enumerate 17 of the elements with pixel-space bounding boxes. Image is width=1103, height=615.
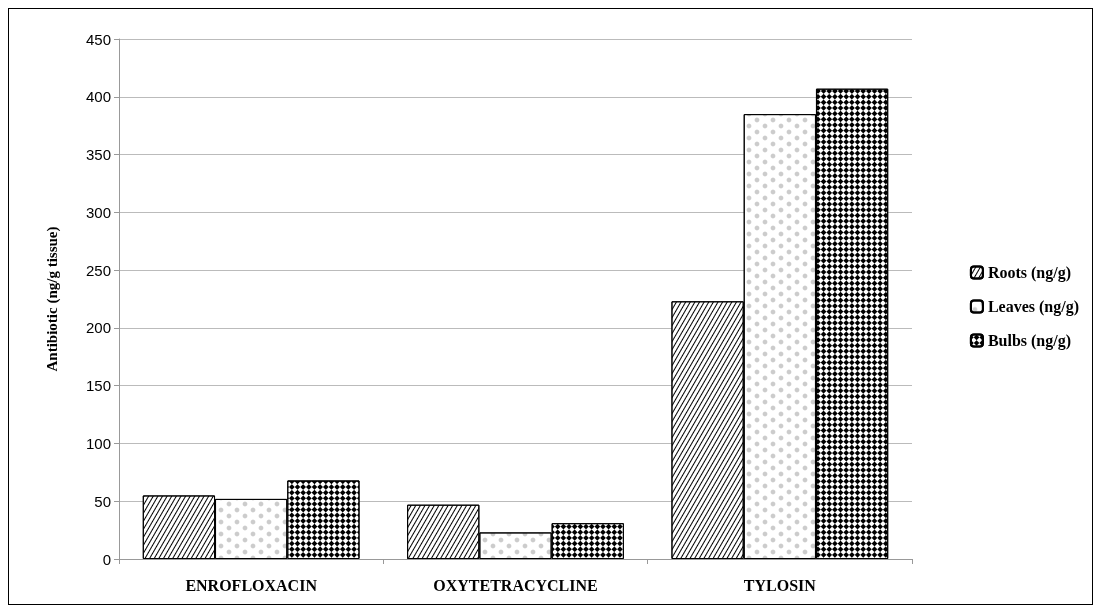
- y-tick-label: 350: [85, 146, 111, 164]
- y-tick-label: 50: [94, 492, 111, 510]
- x-tick-label: ENROFLOXACIN: [185, 576, 318, 594]
- legend-label: Roots (ng/g): [987, 264, 1072, 282]
- y-tick-label: 400: [85, 88, 111, 106]
- x-tick-label: TYLOSIN: [743, 576, 817, 594]
- y-tick-label: 200: [85, 319, 111, 337]
- y-tick-label: 250: [85, 261, 111, 279]
- y-tick-label: 0: [102, 550, 111, 568]
- y-tick-label: 450: [85, 30, 111, 48]
- y-tick-label: 100: [85, 434, 111, 452]
- y-tick-label: 150: [85, 377, 111, 395]
- legend-label: Leaves (ng/g): [987, 298, 1080, 316]
- y-tick-label: 300: [85, 203, 111, 221]
- x-tick-label: OXYTETRACYCLINE: [433, 576, 598, 594]
- y-axis-title: Antibiotic (ng/g tissue): [43, 226, 61, 372]
- legend-label: Bulbs (ng/g): [987, 332, 1072, 350]
